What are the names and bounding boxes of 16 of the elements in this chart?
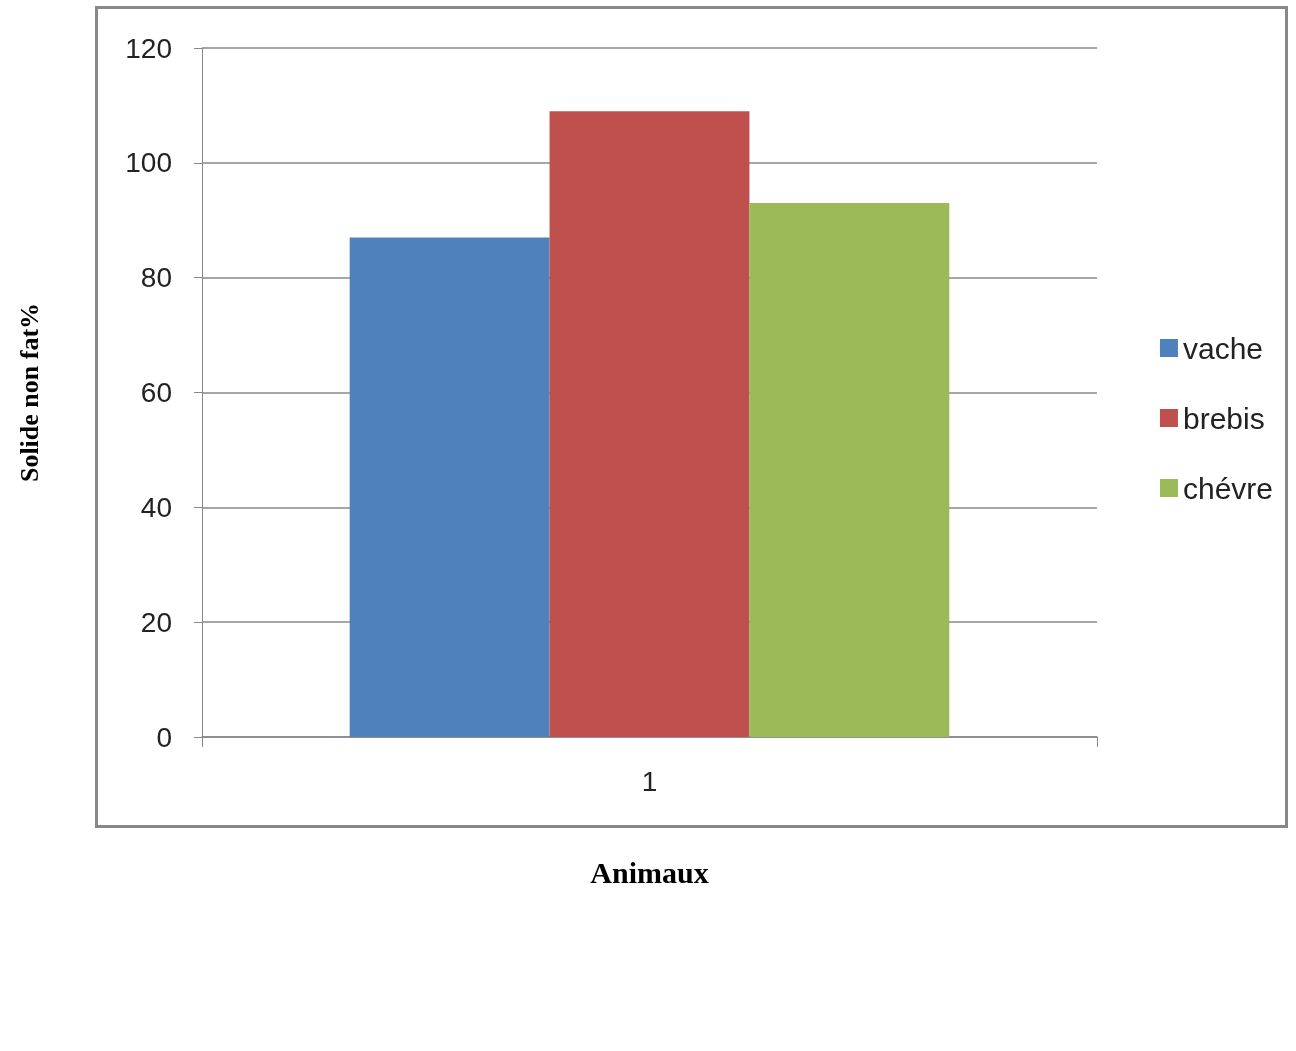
y-tick-label: 0 <box>156 721 172 753</box>
legend-label: vache <box>1182 331 1264 365</box>
y-tick-label: 40 <box>140 491 172 523</box>
y-tick-label: 100 <box>125 147 172 179</box>
bar <box>349 237 550 737</box>
y-tick-label: 120 <box>125 32 172 64</box>
legend-label: brebis <box>1182 401 1265 435</box>
bar <box>549 111 750 737</box>
y-axis-title: Solide non fat% <box>14 302 44 483</box>
bar <box>749 203 950 737</box>
x-tick-label: 1 <box>641 765 658 797</box>
legend-label: chévre <box>1182 471 1273 505</box>
y-tick-label: 60 <box>140 377 172 408</box>
y-tick-label: 20 <box>140 606 172 638</box>
x-axis-title: Animaux <box>590 855 709 889</box>
y-tick-label: 80 <box>140 262 172 294</box>
